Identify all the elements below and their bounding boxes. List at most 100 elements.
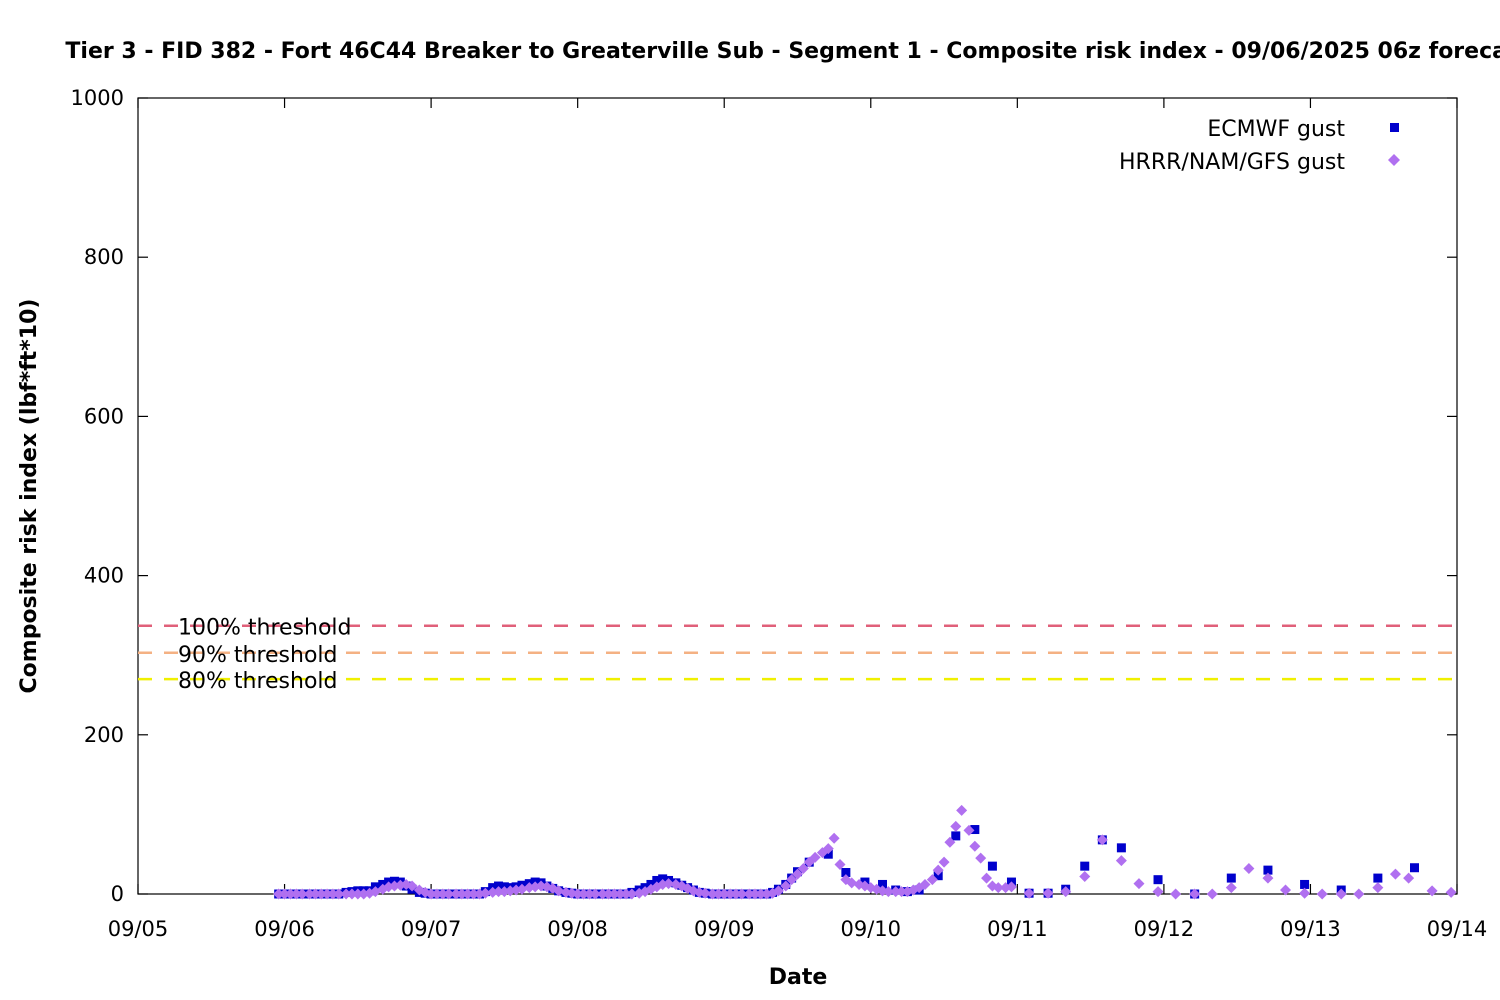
data-point: [553, 885, 565, 897]
data-point: [828, 832, 840, 844]
data-point: [614, 888, 626, 900]
data-point: [1079, 870, 1091, 882]
data-point: [1153, 875, 1163, 885]
data-point: [1373, 873, 1383, 883]
data-point: [583, 888, 595, 900]
data-point: [1226, 873, 1236, 883]
data-point: [589, 888, 601, 900]
x-tick-label: 09/11: [987, 917, 1048, 941]
data-point: [284, 888, 296, 900]
data-point: [602, 888, 614, 900]
data-point: [1353, 888, 1365, 900]
data-point: [1060, 886, 1072, 898]
data-point: [1225, 882, 1237, 894]
data-point: [450, 888, 462, 900]
data-point: [1262, 872, 1274, 884]
data-point: [975, 852, 987, 864]
plot-frame: [137, 97, 1458, 895]
threshold-label: 100% threshold: [178, 616, 352, 641]
x-tick-label: 09/09: [694, 917, 755, 941]
data-point: [950, 820, 962, 832]
data-point: [772, 885, 784, 897]
data-point: [786, 874, 798, 886]
data-point: [493, 886, 505, 898]
y-tick-label: 400: [84, 564, 124, 588]
data-point: [1372, 882, 1384, 894]
data-point: [1170, 888, 1182, 900]
data-point: [755, 888, 767, 900]
legend-marker-ecmwf: [1390, 123, 1399, 132]
data-point: [1403, 872, 1415, 884]
chart-title: Tier 3 - FID 382 - Fort 46C44 Breaker to…: [65, 39, 1500, 64]
data-point: [494, 881, 504, 891]
series-layer: [273, 804, 1457, 900]
y-axis: 0 200 400 600 800 1000: [71, 86, 1457, 906]
y-tick-label: 1000: [71, 86, 124, 110]
data-point: [279, 888, 291, 900]
x-tick-label: 09/05: [108, 917, 169, 941]
data-point: [730, 888, 742, 900]
data-point: [608, 888, 620, 900]
data-point: [1115, 855, 1127, 867]
data-point: [896, 886, 908, 898]
data-point: [425, 888, 437, 900]
y-tick-label: 200: [84, 723, 124, 747]
y-tick-label: 600: [84, 404, 124, 428]
data-point: [1005, 881, 1017, 893]
data-point: [963, 824, 975, 836]
data-point: [1426, 885, 1438, 897]
data-point: [406, 880, 418, 892]
data-point: [1189, 888, 1201, 900]
legend-marker-hrrr: [1388, 154, 1400, 166]
threshold-label: 80% threshold: [178, 669, 338, 694]
legend: ECMWF gust HRRR/NAM/GFS gust: [1119, 117, 1400, 175]
data-point: [846, 877, 858, 889]
data-point: [992, 882, 1004, 894]
x-axis-title: Date: [769, 965, 828, 990]
data-point: [780, 880, 792, 892]
data-point: [663, 878, 675, 890]
series-ecmwf: [274, 825, 1419, 899]
data-point: [1152, 886, 1164, 898]
data-point: [1080, 861, 1090, 871]
data-point: [981, 872, 993, 884]
data-point: [1280, 884, 1292, 896]
data-point: [822, 843, 834, 855]
data-point: [970, 825, 980, 835]
data-point: [1389, 868, 1401, 880]
data-point: [749, 888, 761, 900]
x-tick-label: 09/10: [841, 917, 902, 941]
data-point: [823, 849, 833, 859]
data-point: [938, 856, 950, 868]
data-point: [882, 886, 894, 898]
data-point: [890, 886, 902, 898]
y-tick-label: 0: [111, 882, 124, 906]
data-point: [1263, 865, 1273, 875]
data-point: [340, 888, 352, 900]
data-point: [352, 888, 364, 900]
data-point: [572, 888, 584, 900]
data-point: [303, 888, 315, 900]
data-point: [290, 888, 302, 900]
data-point: [273, 888, 285, 900]
data-point: [443, 888, 455, 900]
x-tick-label: 09/12: [1134, 917, 1195, 941]
data-point: [1243, 863, 1255, 875]
data-point: [333, 888, 345, 900]
data-point: [933, 871, 943, 881]
data-point: [987, 861, 997, 871]
x-axis: 09/05 09/06 09/07 09/08 09/09 09/10 09/11 09/12…: [108, 98, 1488, 941]
data-point: [841, 868, 851, 878]
data-point: [315, 888, 327, 900]
data-point: [792, 868, 803, 880]
data-point: [1445, 886, 1457, 898]
x-tick-label: 09/14: [1427, 917, 1488, 941]
data-point: [626, 888, 638, 900]
data-point: [1023, 887, 1035, 899]
legend-label-ecmwf: ECMWF gust: [1207, 117, 1345, 142]
data-point: [516, 883, 528, 895]
data-point: [736, 888, 748, 900]
y-tick-label: 800: [84, 245, 124, 269]
